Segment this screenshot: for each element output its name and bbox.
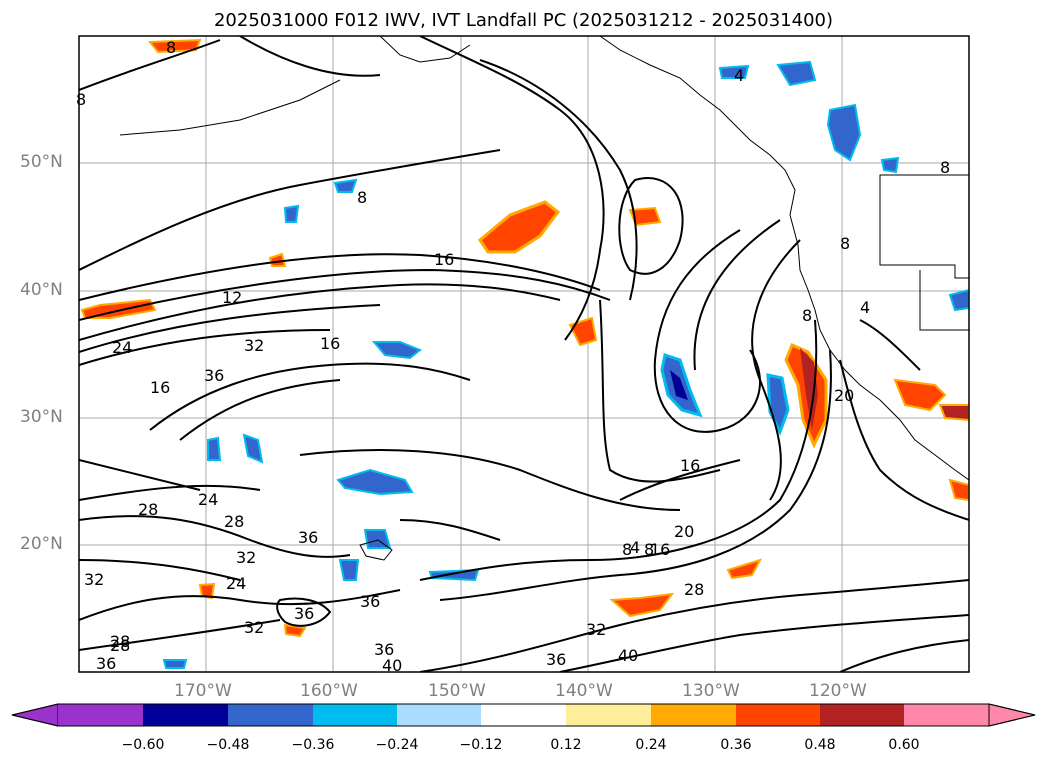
contour-label: 40 xyxy=(382,656,403,675)
colorbar-tick: −0.24 xyxy=(375,737,419,753)
contour-label: 36 xyxy=(546,650,567,669)
contour-label: 40 xyxy=(618,646,639,665)
contour-label: 32 xyxy=(84,570,105,589)
colorbar-max-arrow xyxy=(988,703,1036,727)
contour-label: 24 xyxy=(226,574,247,593)
contour-label: 20 xyxy=(674,522,695,541)
contour-label: 8 xyxy=(76,90,87,109)
lat-label: 30°N xyxy=(20,407,63,427)
lon-label: 160°W xyxy=(300,681,358,701)
lon-label: 140°W xyxy=(555,681,613,701)
colorbar-cell xyxy=(651,704,736,726)
colorbar-min-arrow xyxy=(11,703,59,727)
contour-label: 32 xyxy=(244,336,265,355)
colorbar xyxy=(11,703,1036,727)
colorbar-tick: −0.60 xyxy=(121,737,165,753)
contour-label: 36 xyxy=(294,604,315,623)
contour-label: 8 xyxy=(622,540,633,559)
colorbar-tick: 0.48 xyxy=(804,737,836,753)
contour-label: 24 xyxy=(112,338,133,357)
contour-label: 36 xyxy=(374,640,395,659)
colorbar-cell xyxy=(820,704,904,726)
contour-label: 8 xyxy=(840,234,851,253)
lon-label: 130°W xyxy=(682,681,740,701)
contour-label: 36 xyxy=(204,366,225,385)
contour-label: 36 xyxy=(96,654,117,673)
lat-label: 40°N xyxy=(20,280,63,300)
contour-label: 4 xyxy=(734,66,745,85)
contour-label: 36 xyxy=(360,592,381,611)
negative-anomaly-patches xyxy=(162,60,969,669)
contour-label: 28 xyxy=(138,500,159,519)
contour-label: 8 xyxy=(166,38,177,57)
contour-label: 8 xyxy=(802,306,813,325)
colorbar-cell xyxy=(481,704,566,726)
colorbar-cell xyxy=(566,704,651,726)
colorbar-tick: 0.24 xyxy=(635,737,667,753)
lon-label: 150°W xyxy=(428,681,486,701)
contour-label: 20 xyxy=(834,386,855,405)
colorbar-tick: −0.12 xyxy=(459,737,503,753)
iwv-contours xyxy=(79,36,969,672)
colorbar-cell xyxy=(58,704,143,726)
contour-label: 28 xyxy=(110,632,131,651)
map-title: 2025031000 F012 IWV, IVT Landfall PC (20… xyxy=(213,10,834,31)
contour-label: 32 xyxy=(244,618,265,637)
contour-label: 24 xyxy=(198,490,219,509)
contour-label: 36 xyxy=(298,528,319,547)
colorbar-tick: 0.12 xyxy=(550,737,582,753)
contour-label: 16 xyxy=(680,456,701,475)
contour-label: 32 xyxy=(586,620,607,639)
colorbar-tick: 0.36 xyxy=(720,737,752,753)
contour-label: 16 xyxy=(650,540,671,559)
colorbar-cell xyxy=(313,704,397,726)
contour-label: 4 xyxy=(630,538,641,557)
colorbar-cell xyxy=(397,704,481,726)
contour-label: 4 xyxy=(860,298,871,317)
contour-label: 8 xyxy=(644,540,655,559)
map-area xyxy=(79,36,969,672)
colorbar-cell xyxy=(228,704,313,726)
contour-label: 16 xyxy=(320,334,341,353)
contour-label: 8 xyxy=(357,188,368,207)
map-frame xyxy=(78,35,970,673)
contour-label: 16 xyxy=(434,250,455,269)
contour-label: 28 xyxy=(224,512,245,531)
colorbar-tick: −0.36 xyxy=(291,737,335,753)
colorbar-cell xyxy=(736,704,820,726)
contour-label: 8 xyxy=(940,158,951,177)
contour-label: 28 xyxy=(684,580,705,599)
colorbar-tick: 0.60 xyxy=(888,737,920,753)
contour-label: 16 xyxy=(150,378,171,397)
contour-label: 32 xyxy=(236,548,257,567)
colorbar-cell xyxy=(904,704,989,726)
contour-label: 12 xyxy=(222,288,243,307)
lon-label: 170°W xyxy=(174,681,232,701)
lat-label: 20°N xyxy=(20,534,63,554)
lon-label: 120°W xyxy=(809,681,867,701)
colorbar-tick: −0.48 xyxy=(206,737,250,753)
lat-label: 50°N xyxy=(20,152,63,172)
contour-label: 28 xyxy=(110,636,131,655)
colorbar-cell xyxy=(143,704,228,726)
